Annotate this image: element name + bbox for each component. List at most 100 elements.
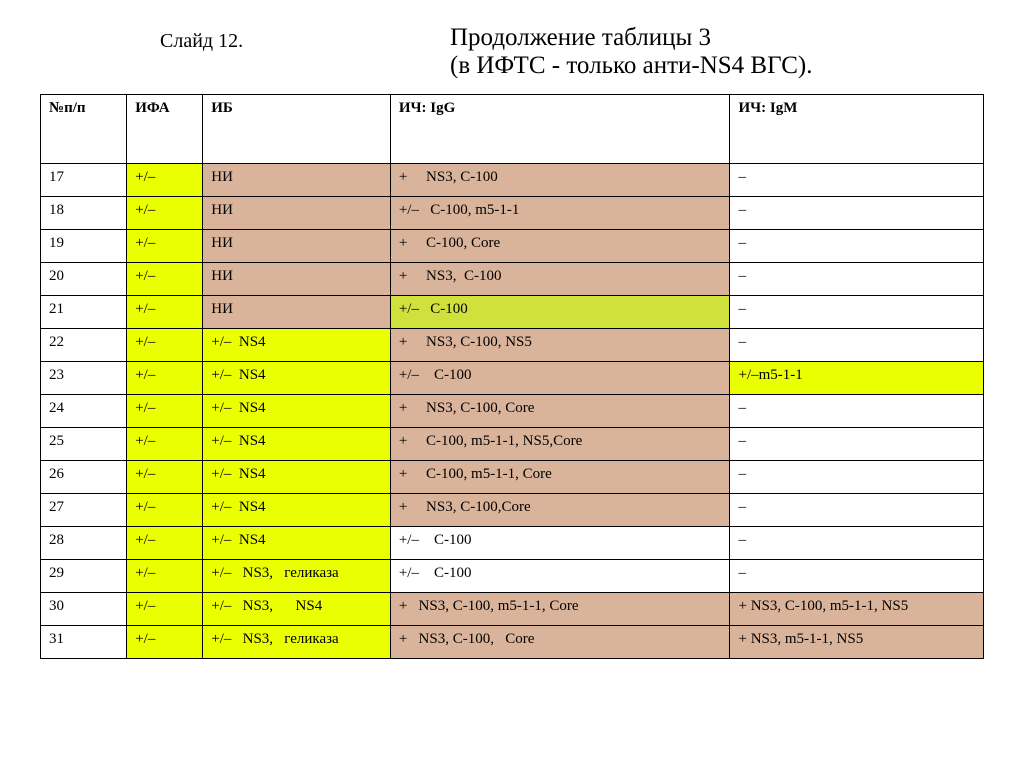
- cell-ib: НИ: [203, 263, 391, 296]
- cell-ib: +/– NS4: [203, 329, 391, 362]
- cell-n: 27: [41, 494, 127, 527]
- cell-ib: +/– NS3, NS4: [203, 593, 391, 626]
- slide-number-label: Слайд 12.: [40, 24, 450, 53]
- table-row: 30+/–+/– NS3, NS4+ NS3, C-100, m5-1-1, C…: [41, 593, 984, 626]
- cell-igg: + NS3, C-100: [390, 164, 730, 197]
- table-row: 28+/–+/– NS4+/– C-100–: [41, 527, 984, 560]
- cell-n: 23: [41, 362, 127, 395]
- table-header: №п/п ИФА ИБ ИЧ: IgG ИЧ: IgM: [41, 95, 984, 164]
- cell-igm: –: [730, 560, 984, 593]
- cell-ifa: +/–: [127, 395, 203, 428]
- cell-ifa: +/–: [127, 494, 203, 527]
- cell-ifa: +/–: [127, 329, 203, 362]
- title-line-1: Продолжение таблицы 3: [450, 24, 812, 52]
- cell-ifa: +/–: [127, 626, 203, 659]
- table-row: 23+/–+/– NS4+/– C-100+/–m5-1-1: [41, 362, 984, 395]
- cell-igg: +/– C-100, m5-1-1: [390, 197, 730, 230]
- cell-igg: + NS3, C-100, Core: [390, 395, 730, 428]
- col-n: №п/п: [41, 95, 127, 164]
- cell-ib: НИ: [203, 230, 391, 263]
- cell-ib: +/– NS3, геликаза: [203, 626, 391, 659]
- cell-ifa: +/–: [127, 428, 203, 461]
- cell-igm: + NS3, C-100, m5-1-1, NS5: [730, 593, 984, 626]
- cell-ib: +/– NS4: [203, 428, 391, 461]
- cell-igg: +/– C-100: [390, 362, 730, 395]
- col-ifa: ИФА: [127, 95, 203, 164]
- cell-igm: –: [730, 494, 984, 527]
- col-igg: ИЧ: IgG: [390, 95, 730, 164]
- col-igm: ИЧ: IgM: [730, 95, 984, 164]
- table-row: 21+/–НИ+/– C-100–: [41, 296, 984, 329]
- cell-n: 19: [41, 230, 127, 263]
- col-ib: ИБ: [203, 95, 391, 164]
- title-line-2: (в ИФТС - только анти-NS4 ВГС).: [450, 52, 812, 80]
- cell-n: 28: [41, 527, 127, 560]
- cell-ib: +/– NS4: [203, 494, 391, 527]
- cell-igg: +/– C-100: [390, 560, 730, 593]
- cell-ifa: +/–: [127, 362, 203, 395]
- cell-igg: + C-100, Core: [390, 230, 730, 263]
- table-body: 17+/–НИ+ NS3, C-100–18+/–НИ+/– C-100, m5…: [41, 164, 984, 659]
- cell-ifa: +/–: [127, 230, 203, 263]
- cell-n: 25: [41, 428, 127, 461]
- cell-n: 20: [41, 263, 127, 296]
- cell-ifa: +/–: [127, 263, 203, 296]
- cell-ib: +/– NS4: [203, 461, 391, 494]
- cell-igm: +/–m5-1-1: [730, 362, 984, 395]
- results-table: №п/п ИФА ИБ ИЧ: IgG ИЧ: IgM 17+/–НИ+ NS3…: [40, 94, 984, 659]
- cell-igg: +/– C-100: [390, 527, 730, 560]
- cell-ifa: +/–: [127, 461, 203, 494]
- cell-igm: + NS3, m5-1-1, NS5: [730, 626, 984, 659]
- cell-n: 17: [41, 164, 127, 197]
- table-row: 25+/–+/– NS4+ C-100, m5-1-1, NS5,Core–: [41, 428, 984, 461]
- table-row: 29+/–+/– NS3, геликаза+/– C-100–: [41, 560, 984, 593]
- cell-n: 18: [41, 197, 127, 230]
- cell-ib: +/– NS3, геликаза: [203, 560, 391, 593]
- table-row: 17+/–НИ+ NS3, C-100–: [41, 164, 984, 197]
- cell-igg: +/– C-100: [390, 296, 730, 329]
- slide-title: Продолжение таблицы 3 (в ИФТС - только а…: [450, 24, 812, 80]
- cell-ib: НИ: [203, 164, 391, 197]
- cell-igm: –: [730, 461, 984, 494]
- cell-n: 29: [41, 560, 127, 593]
- cell-ib: +/– NS4: [203, 362, 391, 395]
- cell-ib: НИ: [203, 197, 391, 230]
- cell-igg: + C-100, m5-1-1, Core: [390, 461, 730, 494]
- cell-igm: –: [730, 329, 984, 362]
- table-row: 18+/–НИ+/– C-100, m5-1-1–: [41, 197, 984, 230]
- cell-igm: –: [730, 164, 984, 197]
- table-row: 27+/–+/– NS4+ NS3, C-100,Core–: [41, 494, 984, 527]
- table-row: 22+/–+/– NS4+ NS3, C-100, NS5–: [41, 329, 984, 362]
- cell-igm: –: [730, 527, 984, 560]
- cell-ib: +/– NS4: [203, 527, 391, 560]
- table-row: 20+/–НИ+ NS3, C-100–: [41, 263, 984, 296]
- table-row: 31+/–+/– NS3, геликаза+ NS3, C-100, Core…: [41, 626, 984, 659]
- cell-ifa: +/–: [127, 593, 203, 626]
- table-row: 24+/–+/– NS4+ NS3, C-100, Core–: [41, 395, 984, 428]
- cell-igm: –: [730, 197, 984, 230]
- cell-igm: –: [730, 395, 984, 428]
- cell-n: 26: [41, 461, 127, 494]
- cell-igg: + C-100, m5-1-1, NS5,Core: [390, 428, 730, 461]
- cell-n: 21: [41, 296, 127, 329]
- cell-n: 24: [41, 395, 127, 428]
- cell-ifa: +/–: [127, 296, 203, 329]
- slide-header: Слайд 12. Продолжение таблицы 3 (в ИФТС …: [40, 24, 984, 80]
- cell-ib: НИ: [203, 296, 391, 329]
- cell-igg: + NS3, C-100, m5-1-1, Core: [390, 593, 730, 626]
- cell-n: 22: [41, 329, 127, 362]
- cell-igg: + NS3, C-100,Core: [390, 494, 730, 527]
- cell-igm: –: [730, 230, 984, 263]
- table-row: 19+/–НИ+ C-100, Core–: [41, 230, 984, 263]
- cell-ifa: +/–: [127, 560, 203, 593]
- cell-igg: + NS3, C-100: [390, 263, 730, 296]
- cell-igm: –: [730, 263, 984, 296]
- cell-igm: –: [730, 296, 984, 329]
- cell-igg: + NS3, C-100, NS5: [390, 329, 730, 362]
- cell-ifa: +/–: [127, 197, 203, 230]
- cell-ib: +/– NS4: [203, 395, 391, 428]
- cell-igg: + NS3, C-100, Core: [390, 626, 730, 659]
- cell-n: 30: [41, 593, 127, 626]
- cell-igm: –: [730, 428, 984, 461]
- cell-n: 31: [41, 626, 127, 659]
